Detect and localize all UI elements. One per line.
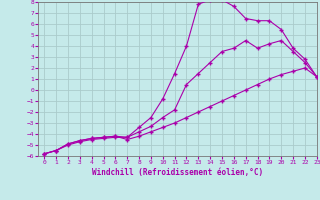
X-axis label: Windchill (Refroidissement éolien,°C): Windchill (Refroidissement éolien,°C) [92, 168, 263, 177]
